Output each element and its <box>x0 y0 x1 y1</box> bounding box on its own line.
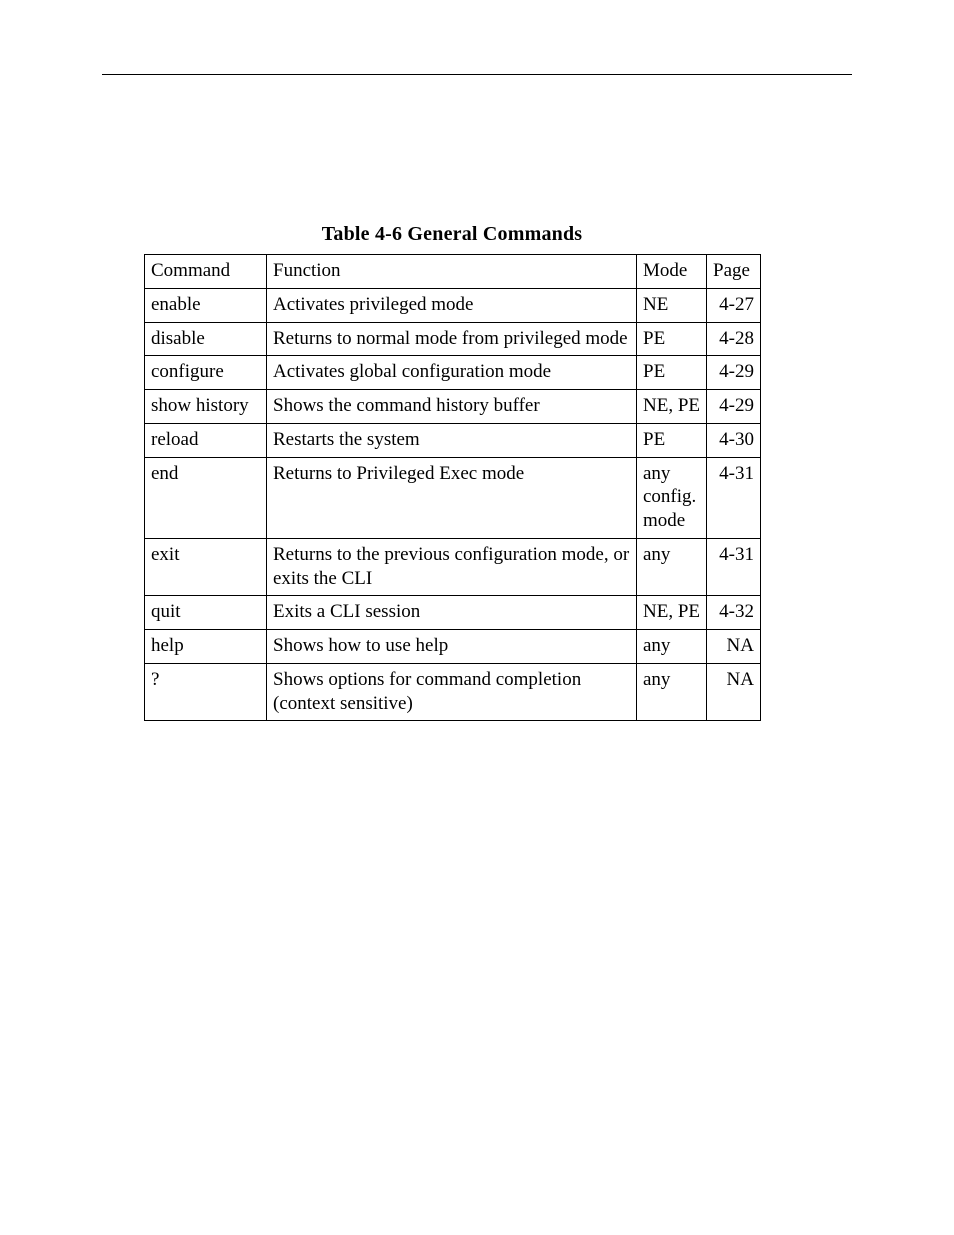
cell-page: 4-30 <box>707 423 761 457</box>
cell-function: Exits a CLI session <box>267 596 637 630</box>
cell-command: configure <box>145 356 267 390</box>
cell-mode: PE <box>637 356 707 390</box>
cell-page: 4-29 <box>707 390 761 424</box>
table-header-row: Command Function Mode Page <box>145 255 761 289</box>
table-wrap: Table 4-6 General Commands Command Funct… <box>144 223 852 721</box>
table-row: configure Activates global configuration… <box>145 356 761 390</box>
cell-function: Activates global configuration mode <box>267 356 637 390</box>
cell-function: Activates privileged mode <box>267 288 637 322</box>
cell-command: end <box>145 457 267 538</box>
cell-page: 4-31 <box>707 457 761 538</box>
cell-function: Restarts the system <box>267 423 637 457</box>
table-row: help Shows how to use help any NA <box>145 630 761 664</box>
cell-function: Returns to normal mode from privileged m… <box>267 322 637 356</box>
cell-page: 4-29 <box>707 356 761 390</box>
table-row: ? Shows options for command completion (… <box>145 663 761 721</box>
cell-mode: any config. mode <box>637 457 707 538</box>
table-title: Table 4-6 General Commands <box>144 223 760 246</box>
cell-command: exit <box>145 538 267 596</box>
table-row: exit Returns to the previous configurati… <box>145 538 761 596</box>
cell-command: show history <box>145 390 267 424</box>
cell-mode: any <box>637 630 707 664</box>
cell-function: Returns to Privileged Exec mode <box>267 457 637 538</box>
col-mode: Mode <box>637 255 707 289</box>
page: Table 4-6 General Commands Command Funct… <box>0 0 954 1235</box>
cell-function: Shows how to use help <box>267 630 637 664</box>
cell-command: ? <box>145 663 267 721</box>
cell-mode: PE <box>637 423 707 457</box>
cell-mode: any <box>637 663 707 721</box>
table-row: disable Returns to normal mode from priv… <box>145 322 761 356</box>
cell-mode: NE, PE <box>637 596 707 630</box>
cell-page: 4-28 <box>707 322 761 356</box>
table-row: end Returns to Privileged Exec mode any … <box>145 457 761 538</box>
cell-mode: NE <box>637 288 707 322</box>
cell-page: NA <box>707 630 761 664</box>
table-row: show history Shows the command history b… <box>145 390 761 424</box>
col-function: Function <box>267 255 637 289</box>
cell-page: 4-27 <box>707 288 761 322</box>
cell-mode: any <box>637 538 707 596</box>
cell-page: 4-31 <box>707 538 761 596</box>
table-row: reload Restarts the system PE 4-30 <box>145 423 761 457</box>
cell-command: enable <box>145 288 267 322</box>
cell-command: disable <box>145 322 267 356</box>
table-row: enable Activates privileged mode NE 4-27 <box>145 288 761 322</box>
cell-command: help <box>145 630 267 664</box>
cell-function: Shows the command history buffer <box>267 390 637 424</box>
cell-function: Returns to the previous configuration mo… <box>267 538 637 596</box>
col-page: Page <box>707 255 761 289</box>
commands-table: Command Function Mode Page enable Activa… <box>144 254 761 721</box>
cell-mode: PE <box>637 322 707 356</box>
cell-mode: NE, PE <box>637 390 707 424</box>
cell-page: NA <box>707 663 761 721</box>
top-rule <box>102 74 852 75</box>
table-row: quit Exits a CLI session NE, PE 4-32 <box>145 596 761 630</box>
cell-command: reload <box>145 423 267 457</box>
cell-page: 4-32 <box>707 596 761 630</box>
cell-command: quit <box>145 596 267 630</box>
col-command: Command <box>145 255 267 289</box>
cell-function: Shows options for command completion (co… <box>267 663 637 721</box>
